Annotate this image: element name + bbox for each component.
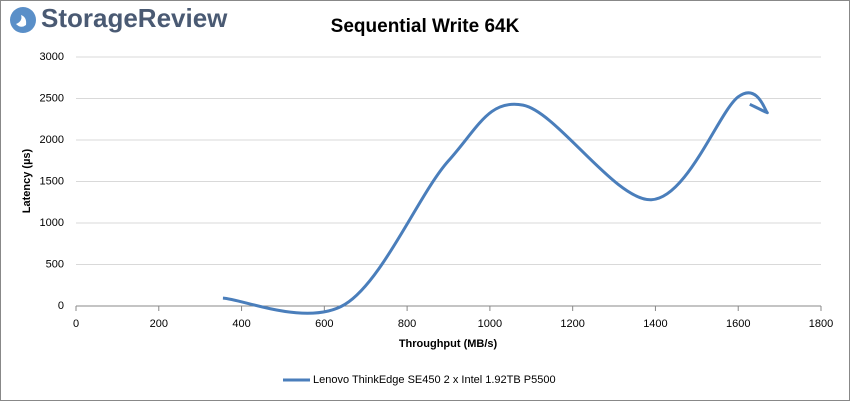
y-tick-label: 2500 [40, 92, 64, 104]
x-tick-label: 1800 [809, 318, 833, 330]
y-tick-label: 500 [46, 258, 64, 270]
x-tick-label: 1600 [726, 318, 750, 330]
x-tick-label: 1000 [478, 318, 502, 330]
brand: StorageReview [41, 3, 228, 33]
x-tick-label: 600 [315, 318, 333, 330]
x-axis-title: Throughput (MB/s) [399, 338, 498, 350]
series-line [222, 91, 769, 315]
x-tick-label: 800 [398, 318, 416, 330]
chart-title: Sequential Write 64K [331, 16, 520, 37]
logo-icon [10, 7, 36, 33]
legend-label: Lenovo ThinkEdge SE450 2 x Intel 1.92TB … [313, 374, 556, 386]
y-axis-title: Latency (µs) [21, 148, 33, 213]
x-tick-label: 1400 [643, 318, 667, 330]
y-tick-label: 0 [58, 300, 64, 312]
y-tick-label: 1000 [40, 217, 64, 229]
x-tick-label: 400 [232, 318, 250, 330]
x-tick-label: 0 [73, 318, 79, 330]
y-tick-label: 2000 [40, 134, 64, 146]
y-tick-label: 1500 [40, 175, 64, 187]
x-tick-label: 200 [150, 318, 168, 330]
y-tick-label: 3000 [40, 51, 64, 63]
x-tick-label: 1200 [560, 318, 584, 330]
